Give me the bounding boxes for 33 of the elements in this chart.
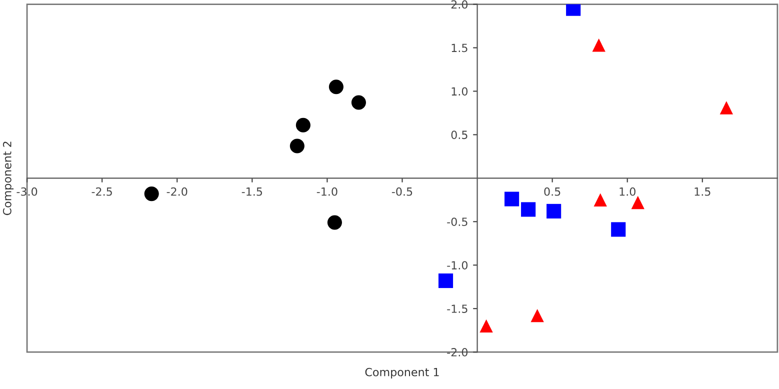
x-tick-label: 1.0 — [620, 187, 636, 196]
x-axis-title: Component 1 — [365, 368, 439, 378]
point — [530, 308, 544, 322]
y-tick-label: 0.5 — [451, 130, 468, 140]
point — [631, 196, 644, 210]
point — [327, 215, 342, 230]
y-axis-title: Component 2 — [2, 142, 14, 216]
x-tick-label: 0.5 — [544, 187, 560, 196]
point — [504, 192, 520, 206]
y-tick-label: -0.5 — [447, 218, 468, 226]
point — [594, 193, 607, 206]
point — [438, 273, 454, 288]
y-tick-label: 1.0 — [452, 87, 468, 96]
y-tick-label: -1.0 — [447, 261, 468, 270]
y-tick-label: -1.5 — [447, 304, 468, 313]
point — [611, 222, 626, 237]
point — [480, 319, 493, 333]
point — [290, 138, 304, 154]
point — [351, 95, 366, 110]
point — [328, 80, 344, 94]
point — [521, 202, 536, 217]
x-tick-label: 1.5 — [694, 188, 710, 196]
point — [296, 118, 310, 132]
point — [546, 204, 562, 218]
x-tick-label: -0.5 — [392, 187, 412, 196]
x-tick-label: -1.5 — [242, 188, 262, 196]
x-tick-label: -2.5 — [92, 187, 112, 196]
x-tick-label: -2.0 — [166, 187, 188, 196]
point — [720, 101, 733, 114]
y-tick-label: 1.5 — [452, 44, 468, 52]
x-tick-label: -1.0 — [316, 187, 338, 196]
point — [144, 186, 159, 202]
point — [592, 38, 606, 52]
